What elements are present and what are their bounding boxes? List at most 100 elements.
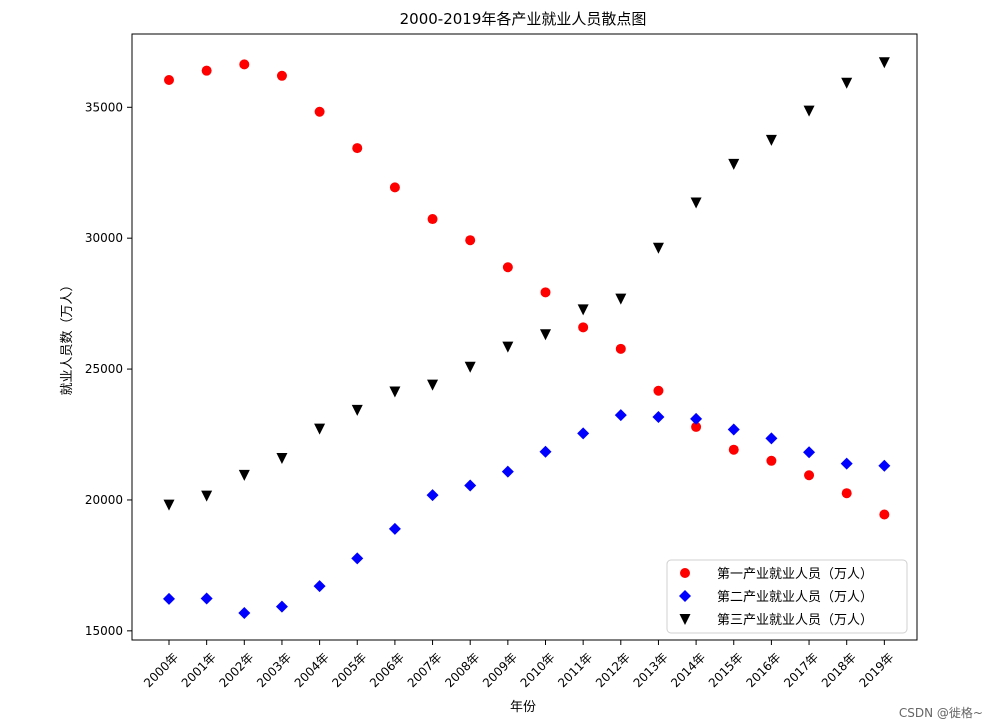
y-tick-label: 30000 xyxy=(85,231,123,245)
data-point xyxy=(652,242,664,254)
data-point xyxy=(765,134,777,146)
y-tick-label: 15000 xyxy=(85,624,123,638)
data-point xyxy=(163,499,175,511)
x-tick-label: 2009年 xyxy=(480,650,520,690)
data-point xyxy=(727,423,740,436)
data-point xyxy=(351,552,364,565)
x-tick-label: 2011年 xyxy=(555,650,595,690)
data-point xyxy=(201,490,213,502)
y-tick-label: 35000 xyxy=(85,100,123,114)
data-point xyxy=(352,143,363,154)
data-point xyxy=(615,293,627,305)
data-point xyxy=(426,489,439,502)
data-point xyxy=(465,235,476,246)
data-point xyxy=(878,459,891,472)
x-tick-label: 2018年 xyxy=(819,650,859,690)
data-point xyxy=(276,70,287,81)
data-point xyxy=(840,457,853,470)
series-2 xyxy=(163,409,891,619)
series-3 xyxy=(163,57,890,511)
x-tick-label: 2012年 xyxy=(593,650,633,690)
x-tick-label: 2002年 xyxy=(216,650,256,690)
data-point xyxy=(577,427,590,440)
data-point xyxy=(427,379,439,391)
data-point xyxy=(351,404,363,416)
data-point xyxy=(464,361,476,373)
x-tick-label: 2000年 xyxy=(141,650,181,690)
series-1 xyxy=(164,59,890,520)
data-point xyxy=(841,488,852,499)
x-tick-label: 2006年 xyxy=(367,650,407,690)
data-point xyxy=(653,385,664,396)
data-point xyxy=(501,465,514,478)
data-point xyxy=(389,182,400,193)
data-point xyxy=(691,421,702,432)
x-tick-label: 2013年 xyxy=(631,650,671,690)
legend-label: 第二产业就业人员（万人） xyxy=(717,590,873,605)
x-tick-label: 2008年 xyxy=(442,650,482,690)
x-tick-label: 2003年 xyxy=(254,650,294,690)
x-tick-label: 2014年 xyxy=(668,650,708,690)
data-point xyxy=(578,322,589,333)
data-point xyxy=(690,197,702,209)
data-point xyxy=(201,65,212,76)
y-tick-label: 25000 xyxy=(85,362,123,376)
legend-label: 第一产业就业人员（万人） xyxy=(717,567,873,582)
x-tick-label: 2017年 xyxy=(781,650,821,690)
y-axis: 15000 20000 25000 30000 35000 xyxy=(85,100,132,638)
data-point xyxy=(804,470,815,481)
data-point xyxy=(539,445,552,458)
data-point xyxy=(239,59,250,70)
data-point xyxy=(275,600,288,613)
data-point xyxy=(690,412,703,425)
data-point xyxy=(652,410,665,423)
data-point xyxy=(314,423,326,435)
x-tick-label: 2007年 xyxy=(405,650,445,690)
data-point xyxy=(765,432,778,445)
legend-box xyxy=(666,559,908,634)
x-tick-label: 2019年 xyxy=(856,650,896,690)
data-point xyxy=(163,592,175,605)
legend-marker xyxy=(679,590,691,602)
data-point xyxy=(389,386,401,398)
data-point xyxy=(313,580,326,593)
data-point xyxy=(388,522,401,535)
data-point xyxy=(879,509,890,520)
data-point xyxy=(728,444,739,455)
data-point xyxy=(502,262,513,273)
data-point xyxy=(614,409,627,422)
x-tick-label: 2016年 xyxy=(744,650,784,690)
legend-marker xyxy=(679,614,691,625)
data-point xyxy=(464,479,477,492)
x-axis-label: 年份 xyxy=(510,700,536,715)
x-tick-label: 2005年 xyxy=(329,650,369,690)
x-tick-label: 2001年 xyxy=(179,650,219,690)
x-tick-label: 2010年 xyxy=(518,650,558,690)
data-point xyxy=(540,329,551,341)
chart-title: 2000-2019年各产业就业人员散点图 xyxy=(400,10,647,28)
data-point xyxy=(841,77,853,89)
plot-frame xyxy=(131,33,918,641)
series-layer xyxy=(163,57,891,619)
data-point xyxy=(238,469,250,481)
y-tick-label: 20000 xyxy=(85,493,123,507)
data-point xyxy=(314,106,325,117)
data-point xyxy=(803,446,816,459)
data-point xyxy=(577,304,589,316)
x-tick-label: 2004年 xyxy=(292,650,332,690)
legend: 第一产业就业人员（万人） 第二产业就业人员（万人） 第三产业就业人员（万人） xyxy=(666,559,908,634)
data-point xyxy=(766,455,777,466)
data-point xyxy=(427,214,438,225)
y-axis-label: 就业人员数（万人） xyxy=(60,278,75,395)
data-point xyxy=(276,452,288,464)
legend-marker xyxy=(680,568,690,578)
data-point xyxy=(502,341,514,353)
x-tick-label: 2015年 xyxy=(706,650,746,690)
legend-label: 第三产业就业人员（万人） xyxy=(717,613,873,628)
data-point xyxy=(615,343,626,354)
data-point xyxy=(164,74,174,85)
data-point xyxy=(803,105,815,117)
data-point xyxy=(200,592,213,605)
